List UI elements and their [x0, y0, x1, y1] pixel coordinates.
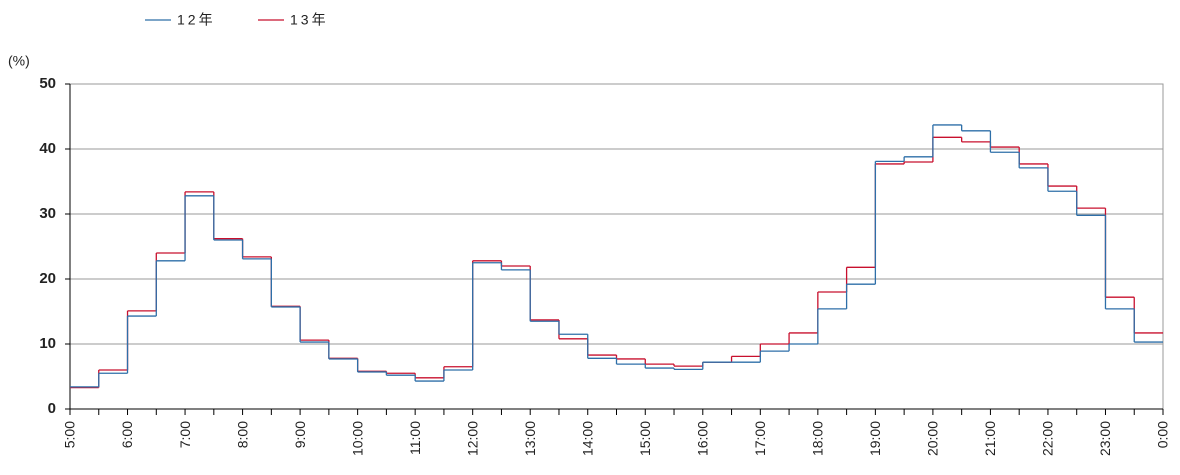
x-tick-label: 20:00: [925, 421, 941, 456]
x-tick-label: 5:00: [62, 421, 78, 448]
y-tick-label: 20: [39, 270, 56, 287]
x-tick-label: 16:00: [694, 421, 710, 456]
legend-label: 12年: [177, 12, 216, 28]
legend-label: 13年: [290, 12, 329, 28]
x-tick-label: 18:00: [810, 421, 826, 456]
x-tick-label: 14:00: [579, 421, 595, 456]
x-tick-label: 17:00: [752, 421, 768, 456]
y-tick-label: 0: [48, 400, 56, 417]
x-tick-label: 15:00: [637, 421, 653, 456]
y-tick-label: 50: [39, 75, 56, 92]
x-tick-label: 9:00: [292, 421, 308, 448]
x-tick-label: 11:00: [407, 421, 423, 455]
x-tick-label: 0:00: [1155, 421, 1171, 448]
x-tick-label: 12:00: [464, 421, 480, 456]
x-tick-label: 21:00: [982, 421, 998, 456]
y-unit-label: (%): [8, 53, 30, 69]
y-tick-label: 40: [39, 140, 56, 157]
y-tick-label: 10: [39, 335, 56, 352]
y-tick-label: 30: [39, 205, 56, 222]
x-tick-label: 10:00: [349, 421, 365, 456]
x-tick-label: 23:00: [1097, 421, 1113, 456]
x-tick-label: 6:00: [119, 421, 135, 448]
x-tick-label: 19:00: [867, 421, 883, 456]
x-tick-label: 7:00: [177, 421, 193, 448]
x-tick-label: 13:00: [522, 421, 538, 456]
x-tick-label: 22:00: [1040, 421, 1056, 456]
x-tick-label: 8:00: [234, 421, 250, 448]
